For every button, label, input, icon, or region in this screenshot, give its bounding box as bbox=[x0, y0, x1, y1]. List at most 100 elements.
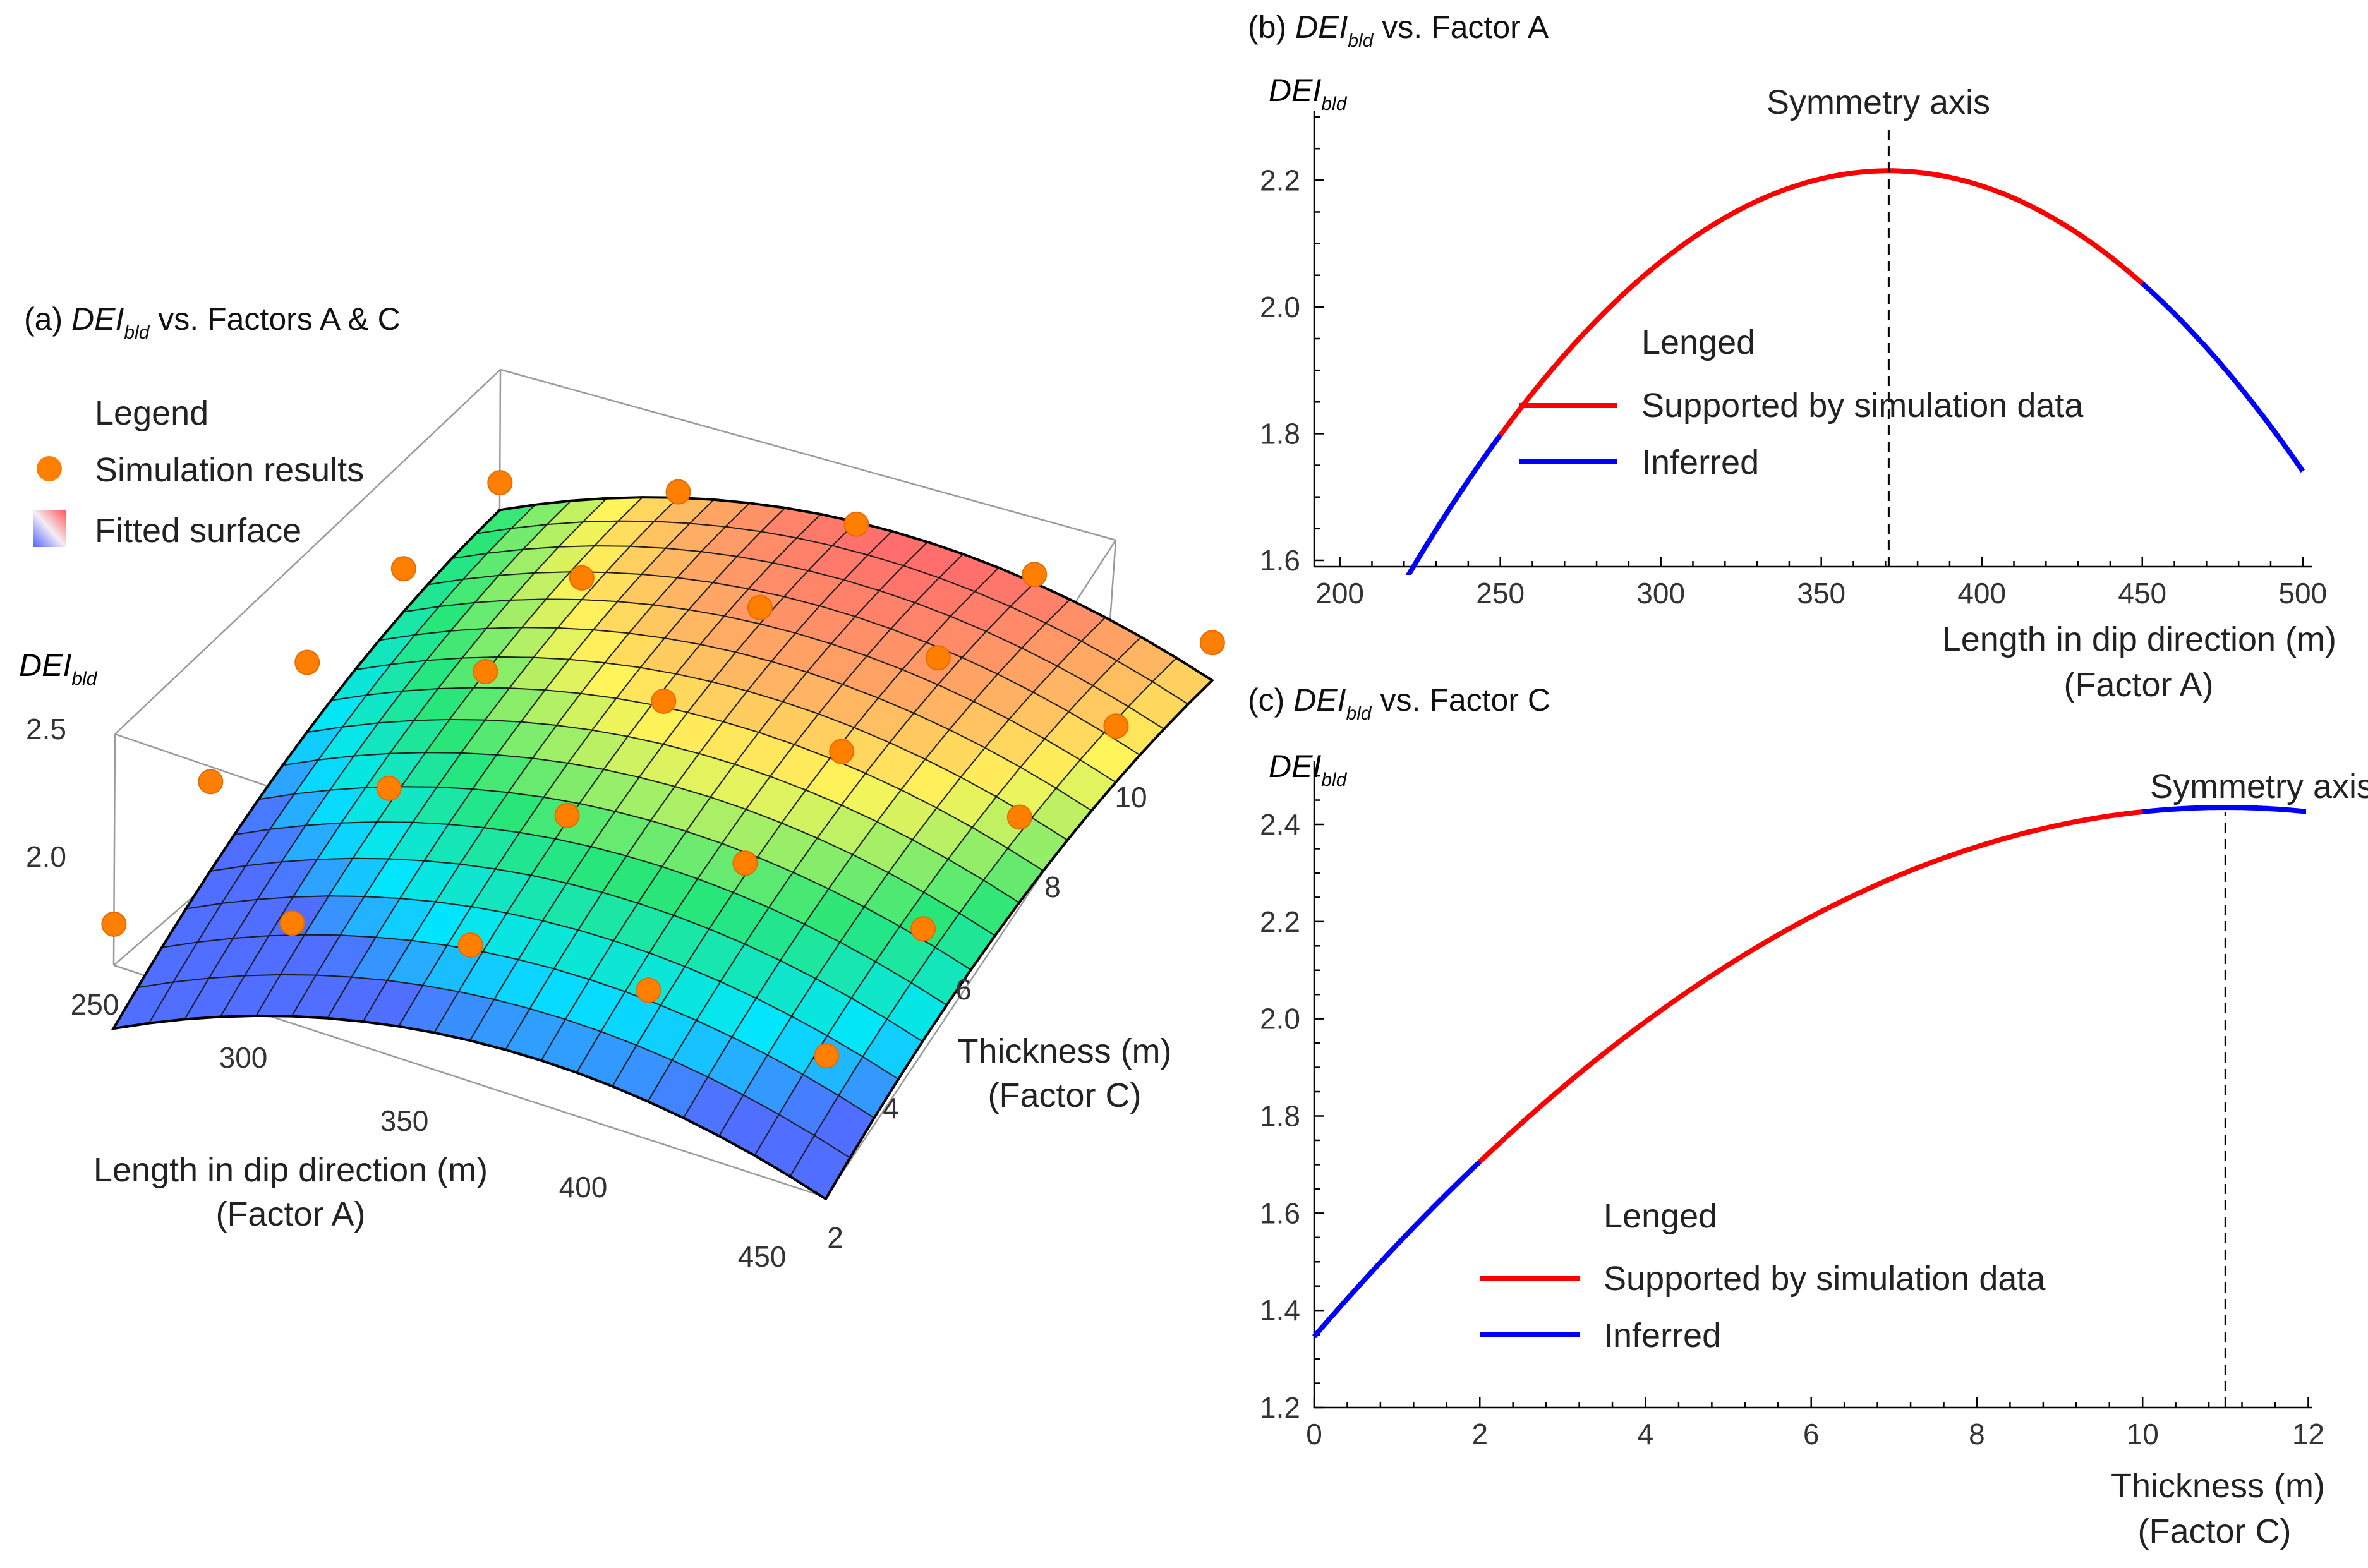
z-tick-label: 2.5 bbox=[26, 713, 66, 745]
simulation-point bbox=[910, 916, 936, 942]
x-tick-label: 450 bbox=[2118, 577, 2166, 610]
y-tick-label: 2.4 bbox=[1260, 808, 1300, 841]
legend-title: Lenged bbox=[1604, 1197, 1717, 1235]
panel-c-axes: 0 2 4 6 8 10 12 1.2 1.4 1.6 1.8 2.0 2.2 2.4 bbox=[1260, 761, 2324, 1450]
panel-b-axes: 200 250 300 350 400 450 500 1.6 1.8 2.0 2.2 bbox=[1260, 111, 2327, 610]
y-tick-label: 1.6 bbox=[1260, 1197, 1300, 1229]
simulation-point bbox=[554, 802, 580, 828]
simulation-point bbox=[279, 910, 305, 936]
simulation-point bbox=[665, 479, 691, 505]
x-tick-label: 400 bbox=[559, 1171, 608, 1203]
panel-a-z-label: DEIbld bbox=[19, 648, 98, 689]
y-tick-label: 6 bbox=[955, 973, 972, 1006]
x-tick-label: 10 bbox=[2127, 1418, 2159, 1450]
panel-c-x-label-line1: Thickness (m) bbox=[2111, 1467, 2325, 1505]
panel-a-surface-chart: (a) DEIbld vs. Factors A & C 2.0 2.5 DEI… bbox=[19, 301, 1225, 1273]
inferred-curve-segment bbox=[1312, 1159, 1482, 1339]
panel-b-y-label: DEIbld bbox=[1269, 73, 1348, 114]
simulation-point bbox=[1022, 562, 1048, 588]
simulation-points bbox=[101, 470, 1225, 1069]
legend-label-inferred: Inferred bbox=[1641, 443, 1759, 481]
inferred-curve-segment bbox=[2141, 281, 2305, 473]
legend-label-surface: Fitted surface bbox=[95, 512, 301, 550]
simulation-point bbox=[1103, 713, 1129, 739]
simulation-point bbox=[651, 689, 677, 714]
simulation-point bbox=[732, 850, 758, 876]
legend-title: Legend bbox=[95, 394, 208, 432]
simulation-point bbox=[457, 932, 483, 958]
simulation-point bbox=[747, 594, 773, 620]
simulation-point bbox=[925, 645, 951, 671]
legend-label-simulation: Simulation results bbox=[95, 451, 364, 489]
x-tick-label: 250 bbox=[71, 988, 119, 1021]
panel-b-line-chart: (b) DEIbld vs. Factor A DEIbld 200 250 300… bbox=[1248, 9, 2336, 704]
panel-c-symmetry-label: Symmetry axis bbox=[2150, 768, 2368, 805]
x-axis-ticks: 250 300 350 400 450 bbox=[71, 988, 787, 1273]
x-tick-label: 350 bbox=[1797, 577, 1845, 610]
panel-a-x-label-line1: Length in dip direction (m) bbox=[94, 1151, 488, 1189]
x-tick-label: 8 bbox=[1969, 1418, 1985, 1450]
simulation-point bbox=[487, 470, 513, 496]
y-tick-label: 2.0 bbox=[1260, 1003, 1300, 1035]
panel-a-title: (a) DEIbld vs. Factors A & C bbox=[24, 301, 401, 343]
panel-b-title: (b) DEIbld vs. Factor A bbox=[1248, 9, 1549, 51]
y-tick-label: 8 bbox=[1044, 871, 1061, 903]
x-tick-label: 450 bbox=[738, 1240, 787, 1273]
inferred-curve-segment bbox=[1405, 433, 1502, 575]
simulation-point bbox=[829, 739, 855, 764]
y-tick-label: 1.6 bbox=[1260, 544, 1300, 577]
x-tick-label: 200 bbox=[1315, 577, 1364, 610]
z-axis-ticks: 2.0 2.5 bbox=[26, 713, 66, 873]
simulation-point bbox=[1006, 804, 1032, 830]
y-tick-label: 4 bbox=[883, 1092, 899, 1125]
x-tick-label: 2 bbox=[1471, 1418, 1488, 1450]
x-tick-label: 500 bbox=[2278, 577, 2327, 610]
panel-b-legend: Lenged Supported by simulation data Infe… bbox=[1519, 323, 2084, 481]
x-tick-label: 300 bbox=[1636, 577, 1685, 610]
simulation-point bbox=[1199, 630, 1225, 656]
panel-a-x-label-line2: (Factor A) bbox=[215, 1195, 365, 1233]
surface-outline bbox=[111, 496, 1214, 1201]
legend-swatch-surface bbox=[33, 510, 66, 547]
supported-curve-segment bbox=[1498, 168, 2144, 437]
panel-b-symmetry-label: Symmetry axis bbox=[1767, 83, 1990, 121]
panel-c-y-label: DEIbld bbox=[1269, 749, 1348, 790]
simulation-point bbox=[390, 556, 416, 582]
legend-label-supported: Supported by simulation data bbox=[1641, 387, 2084, 425]
panel-a-y-label-line2: (Factor C) bbox=[988, 1076, 1142, 1114]
y-tick-label: 2.2 bbox=[1260, 905, 1300, 938]
panel-a-legend: Legend Simulation results Fitted surface bbox=[33, 394, 364, 550]
panel-b-curves bbox=[1405, 168, 2305, 575]
simulation-point bbox=[569, 565, 595, 591]
simulation-point bbox=[843, 511, 869, 537]
panel-c-curves bbox=[1312, 805, 2306, 1339]
x-tick-label: 6 bbox=[1803, 1418, 1820, 1450]
panel-c-x-label-line2: (Factor C) bbox=[2138, 1512, 2292, 1550]
supported-curve-segment bbox=[1478, 809, 2143, 1164]
x-tick-label: 300 bbox=[219, 1041, 268, 1074]
simulation-point bbox=[473, 659, 498, 684]
x-tick-label: 12 bbox=[2292, 1418, 2324, 1450]
y-tick-label: 1.8 bbox=[1260, 417, 1300, 450]
y-tick-label: 1.4 bbox=[1260, 1294, 1300, 1327]
simulation-point bbox=[294, 649, 320, 675]
y-tick-label: 1.2 bbox=[1260, 1391, 1300, 1424]
y-axis-ticks: 2 4 6 8 10 bbox=[827, 781, 1147, 1254]
panel-a-y-label-line1: Thickness (m) bbox=[957, 1032, 1171, 1070]
fitted-surface bbox=[111, 496, 1214, 1201]
legend-label-inferred: Inferred bbox=[1604, 1317, 1721, 1354]
y-tick-label: 10 bbox=[1115, 781, 1147, 814]
panel-b-x-label-line2: (Factor A) bbox=[2063, 666, 2213, 704]
simulation-point bbox=[814, 1043, 840, 1069]
panel-c-title: (c) DEIbld vs. Factor C bbox=[1248, 682, 1550, 724]
simulation-point bbox=[198, 769, 224, 795]
panel-b-x-label-line1: Length in dip direction (m) bbox=[1942, 620, 2336, 658]
legend-label-supported: Supported by simulation data bbox=[1604, 1260, 2046, 1298]
x-tick-label: 350 bbox=[380, 1104, 429, 1137]
y-tick-label: 1.8 bbox=[1260, 1099, 1300, 1132]
x-tick-label: 4 bbox=[1638, 1418, 1654, 1450]
simulation-point bbox=[636, 977, 661, 1003]
y-tick-label: 2.0 bbox=[1260, 291, 1300, 323]
z-tick-label: 2.0 bbox=[26, 840, 66, 873]
